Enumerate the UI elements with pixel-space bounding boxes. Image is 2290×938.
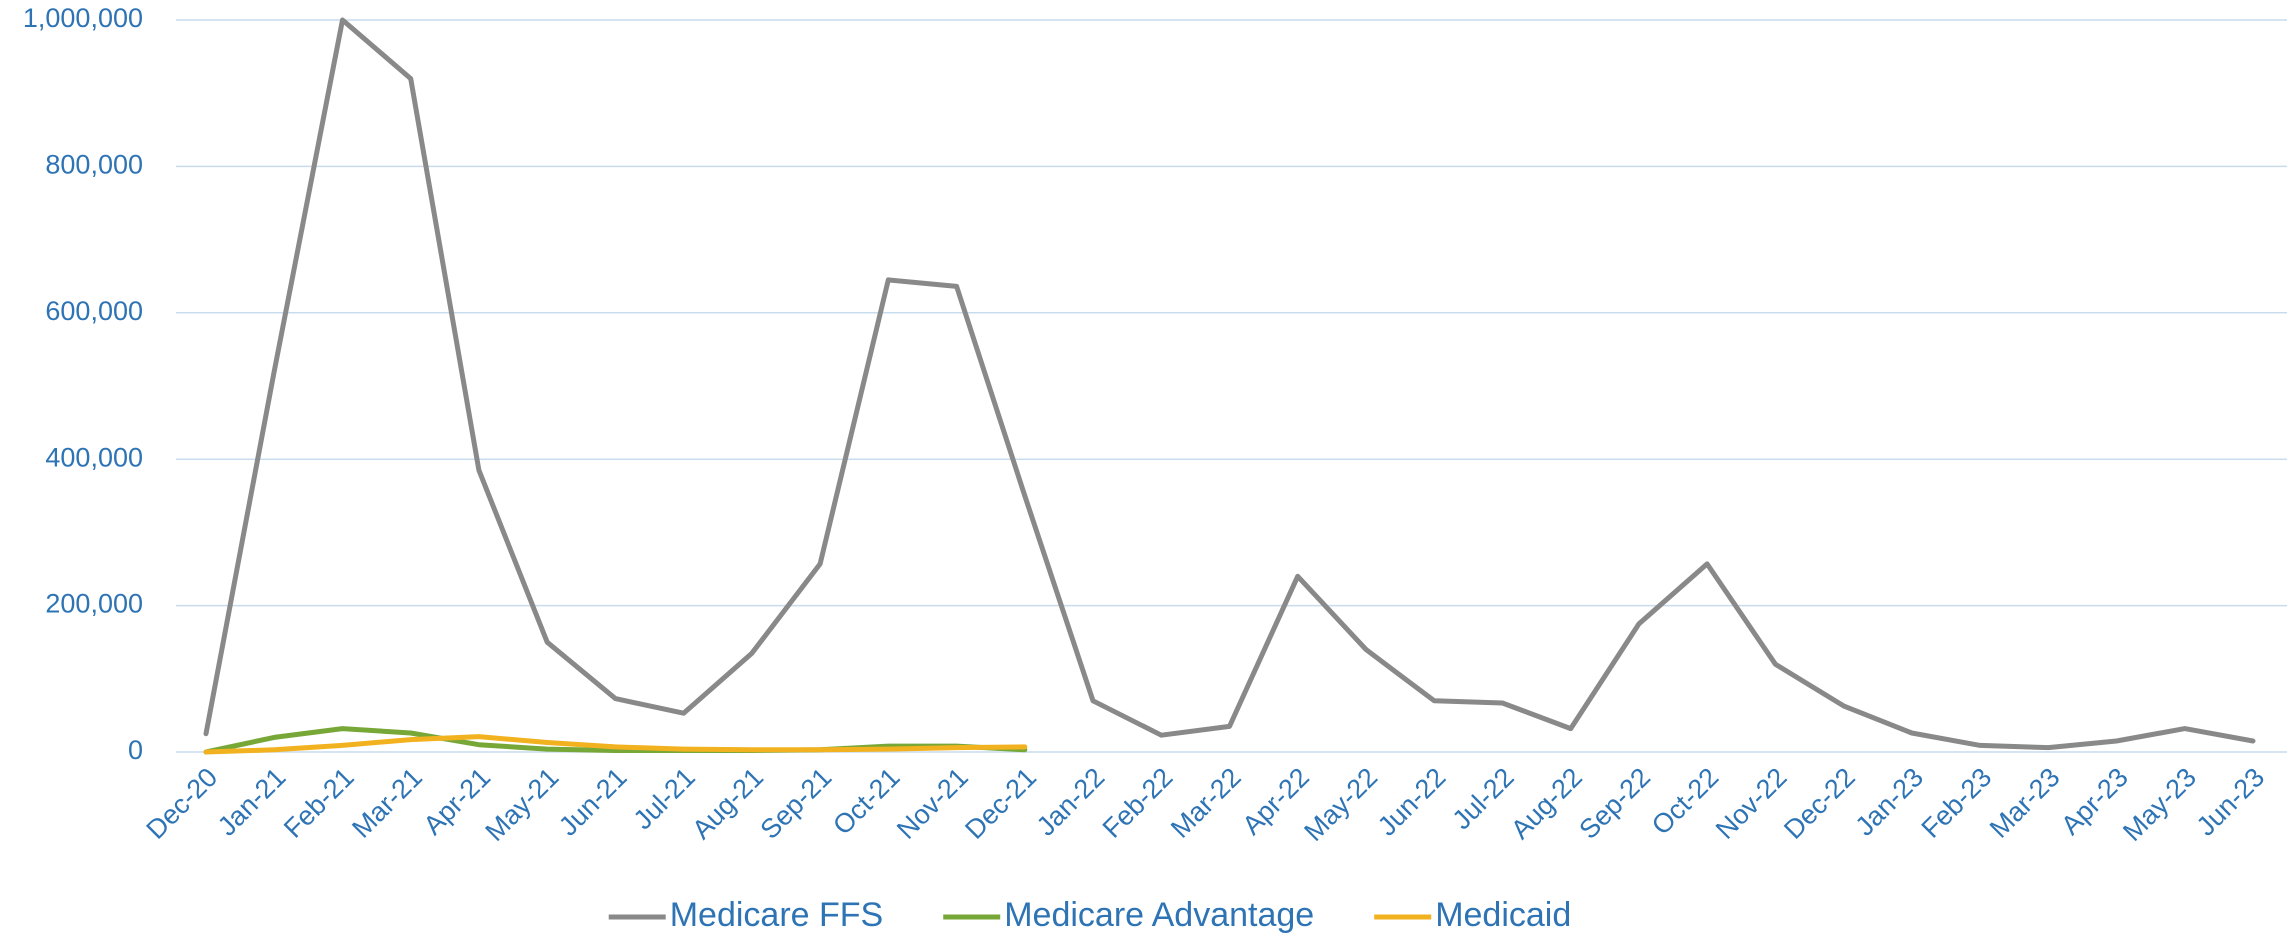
x-tick-label: Mar-23 [1984, 762, 2066, 844]
y-tick-label: 400,000 [45, 442, 143, 472]
x-tick-label: Nov-22 [1710, 762, 1793, 845]
series-line [203, 17, 2256, 751]
x-tick-label: Jun-22 [1372, 762, 1452, 842]
x-tick-label: Jan-21 [212, 762, 292, 842]
x-tick-label: Nov-21 [891, 762, 974, 845]
y-tick-label: 1,000,000 [23, 3, 143, 33]
legend-label: Medicare FFS [670, 896, 884, 934]
y-tick-label: 600,000 [45, 296, 143, 326]
legend-label: Medicare Advantage [1004, 896, 1314, 934]
x-tick-label: May-22 [1298, 762, 1383, 847]
x-tick-label: Dec-20 [141, 762, 224, 845]
x-tick-label: Mar-21 [346, 762, 428, 844]
x-tick-label: Dec-21 [959, 762, 1042, 845]
x-tick-label: Feb-23 [1916, 762, 1998, 844]
x-tick-label: Jun-23 [2191, 762, 2271, 842]
x-tick-label: May-21 [480, 762, 565, 847]
x-tick-label: Jan-23 [1850, 762, 1930, 842]
x-tick-label: Oct-21 [827, 762, 906, 841]
x-tick-label: Jan-22 [1031, 762, 1111, 842]
x-tick-label: Sep-21 [755, 762, 838, 845]
x-tick-label: Sep-22 [1573, 762, 1656, 845]
x-tick-label: Dec-22 [1778, 762, 1861, 845]
legend: Medicare FFS Medicare Advantage Medicaid [608, 896, 1571, 934]
legend-label: Medicaid [1435, 896, 1571, 934]
x-tick-label: May-23 [2117, 762, 2202, 847]
series-line [203, 734, 1028, 755]
x-tick-label: Feb-22 [1097, 762, 1179, 844]
y-tick-label: 200,000 [45, 589, 143, 619]
y-tick-label: 0 [128, 735, 143, 765]
series-line [203, 726, 1028, 755]
x-tick-label: Feb-21 [278, 762, 360, 844]
x-tick-label: Oct-22 [1646, 762, 1725, 841]
x-tick-label: Aug-22 [1505, 762, 1588, 845]
x-tick-label: Jun-21 [553, 762, 633, 842]
x-tick-label: Mar-22 [1165, 762, 1247, 844]
x-tick-label: Aug-21 [686, 762, 769, 845]
y-tick-label: 800,000 [45, 150, 143, 180]
